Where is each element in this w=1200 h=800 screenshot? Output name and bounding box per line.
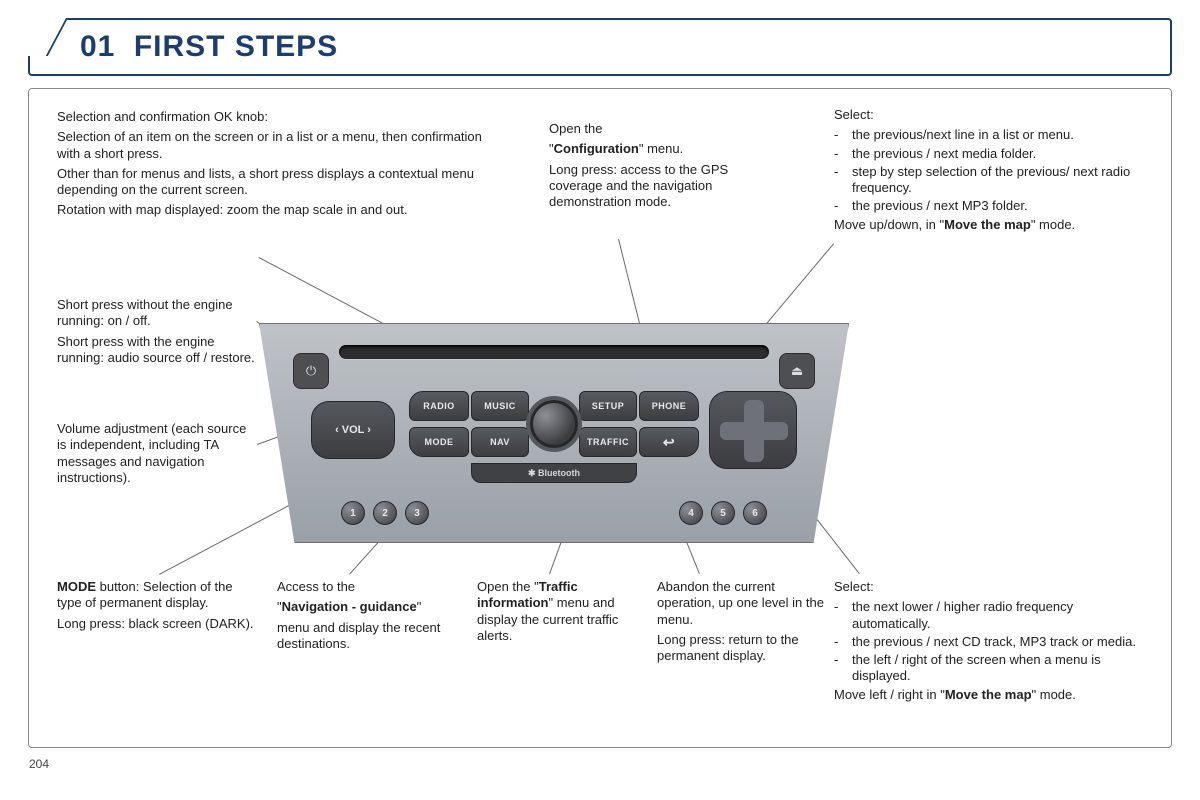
text: Short press with the engine running: aud… bbox=[57, 334, 257, 367]
mode-button[interactable]: MODE bbox=[409, 427, 469, 457]
section-number: 01 bbox=[80, 30, 115, 63]
radio-button[interactable]: RADIO bbox=[409, 391, 469, 421]
callout-traffic: Open the "Traffic information" menu and … bbox=[477, 579, 647, 648]
preset-4[interactable]: 4 bbox=[679, 501, 703, 525]
list-item: step by step selection of the previous/ … bbox=[834, 164, 1154, 197]
preset-5[interactable]: 5 bbox=[711, 501, 735, 525]
callout-power: Short press without the engine running: … bbox=[57, 297, 257, 370]
phone-button[interactable]: PHONE bbox=[639, 391, 699, 421]
text: Rotation with map displayed: zoom the ma… bbox=[57, 202, 487, 218]
text: Open the bbox=[549, 121, 729, 137]
text: Access to the bbox=[277, 579, 467, 595]
content-frame: Selection and confirmation OK knob: Sele… bbox=[28, 88, 1172, 748]
center-button-block: RADIO MUSIC SETUP PHONE MODE NAV TRAFFIC… bbox=[409, 383, 699, 493]
list-item: the left / right of the screen when a me… bbox=[834, 652, 1154, 685]
list-item: the previous / next media folder. bbox=[834, 146, 1154, 162]
text: Open the "Traffic information" menu and … bbox=[477, 579, 647, 644]
power-icon: ⏻ bbox=[306, 363, 316, 379]
radio-head-unit: ⏻ ⏏ ‹ VOL › RADIO MUSIC SETUP PHONE MODE… bbox=[259, 323, 849, 543]
nav-button[interactable]: NAV bbox=[471, 427, 529, 457]
list-item: the previous / next CD track, MP3 track … bbox=[834, 634, 1154, 650]
text: Other than for menus and lists, a short … bbox=[57, 166, 487, 199]
text: Move up/down, in "Move the map" mode. bbox=[834, 217, 1154, 233]
callout-volume: Volume adjustment (each source is indepe… bbox=[57, 421, 257, 490]
back-button[interactable]: ↩ bbox=[639, 427, 699, 457]
eject-icon: ⏏ bbox=[791, 363, 803, 379]
callout-back: Abandon the current operation, up one le… bbox=[657, 579, 827, 668]
music-button[interactable]: MUSIC bbox=[471, 391, 529, 421]
callout-mode: MODE button: Selection of the type of pe… bbox=[57, 579, 257, 636]
direction-pad[interactable] bbox=[709, 391, 797, 469]
text: Selection and confirmation OK knob: bbox=[57, 109, 487, 125]
preset-6[interactable]: 6 bbox=[743, 501, 767, 525]
section-title: FIRST STEPS bbox=[134, 30, 338, 63]
text: Volume adjustment (each source is indepe… bbox=[57, 421, 257, 486]
title-bar: 01 FIRST STEPS bbox=[28, 18, 1172, 76]
bluetooth-label: ✱ Bluetooth bbox=[471, 463, 637, 483]
callout-leftright: Select: the next lower / higher radio fr… bbox=[834, 579, 1154, 707]
preset-3[interactable]: 3 bbox=[405, 501, 429, 525]
callout-updown: Select: the previous/next line in a list… bbox=[834, 107, 1154, 237]
text: Selection of an item on the screen or in… bbox=[57, 129, 487, 162]
setup-button[interactable]: SETUP bbox=[579, 391, 637, 421]
knob-face bbox=[530, 400, 578, 448]
volume-rocker[interactable]: ‹ VOL › bbox=[311, 401, 395, 459]
text: MODE button: Selection of the type of pe… bbox=[57, 579, 257, 612]
text: Short press without the engine running: … bbox=[57, 297, 257, 330]
text: Select: bbox=[834, 579, 1154, 595]
ok-knob[interactable] bbox=[529, 385, 579, 463]
text: Long press: return to the permanent disp… bbox=[657, 632, 827, 665]
text: "Navigation - guidance" bbox=[277, 599, 467, 615]
cd-slot bbox=[339, 345, 769, 359]
text: "Configuration" menu. bbox=[549, 141, 729, 157]
list-item: the previous/next line in a list or menu… bbox=[834, 127, 1154, 143]
callout-ok-knob: Selection and confirmation OK knob: Sele… bbox=[57, 109, 487, 223]
eject-button[interactable]: ⏏ bbox=[779, 353, 815, 389]
list-item: the previous / next MP3 folder. bbox=[834, 198, 1154, 214]
callout-configuration: Open the "Configuration" menu. Long pres… bbox=[549, 121, 729, 214]
page-number: 204 bbox=[29, 757, 49, 771]
list-item: the next lower / higher radio frequency … bbox=[834, 599, 1154, 632]
text: Abandon the current operation, up one le… bbox=[657, 579, 827, 628]
text: menu and display the recent destinations… bbox=[277, 620, 467, 653]
vol-label: ‹ VOL › bbox=[335, 424, 371, 436]
text: Long press: access to the GPS coverage a… bbox=[549, 162, 729, 211]
traffic-button[interactable]: TRAFFIC bbox=[579, 427, 637, 457]
text: Long press: black screen (DARK). bbox=[57, 616, 257, 632]
text: Move left / right in "Move the map" mode… bbox=[834, 687, 1154, 703]
preset-2[interactable]: 2 bbox=[373, 501, 397, 525]
callout-nav: Access to the "Navigation - guidance" me… bbox=[277, 579, 467, 656]
preset-1[interactable]: 1 bbox=[341, 501, 365, 525]
text: Select: bbox=[834, 107, 1154, 123]
power-button[interactable]: ⏻ bbox=[293, 353, 329, 389]
